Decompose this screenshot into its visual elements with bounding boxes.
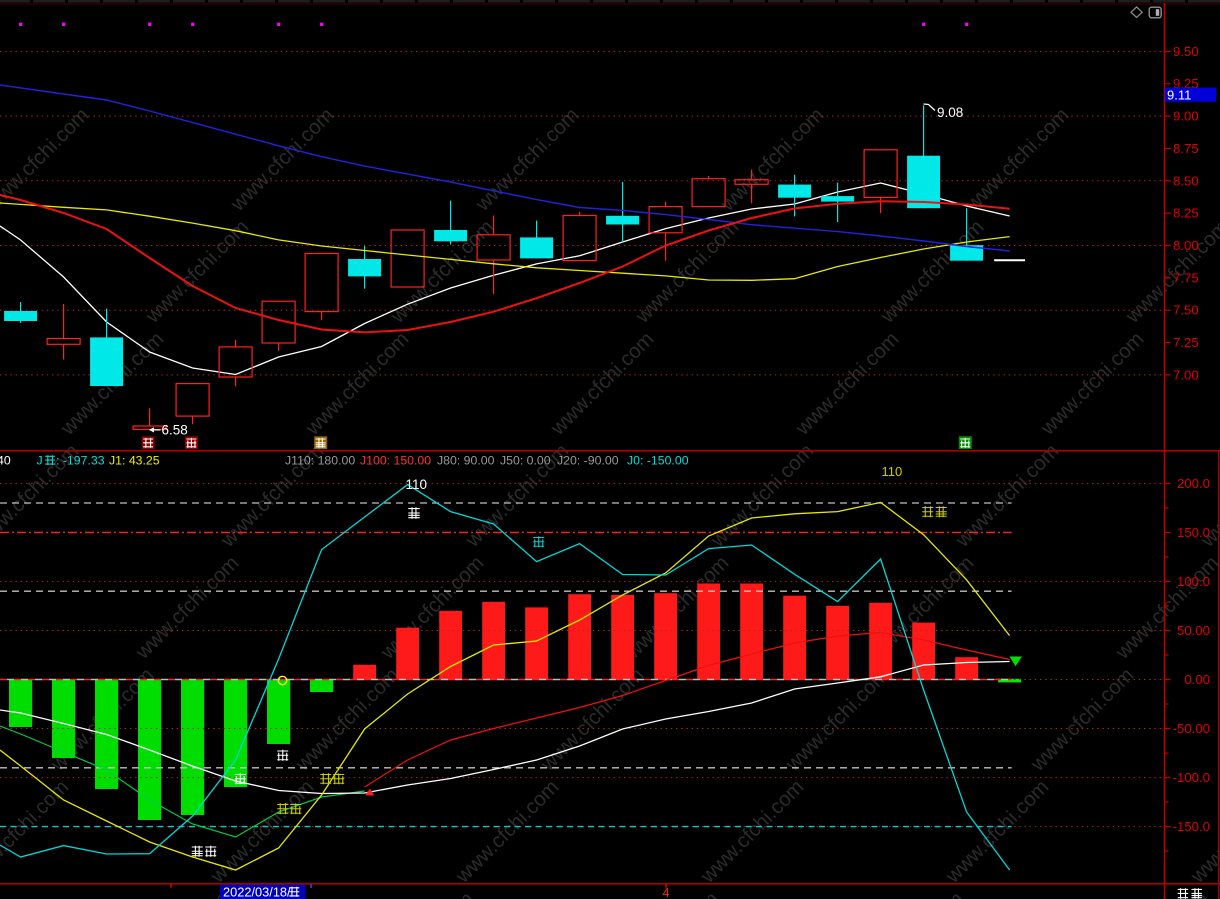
svg-text:40: 40 [0, 453, 11, 467]
svg-text:J80: 90.00: J80: 90.00 [437, 453, 495, 467]
svg-text:-150.0: -150.0 [1173, 819, 1210, 834]
svg-text:8.50: 8.50 [1173, 173, 1199, 188]
svg-text:: -197.33: : -197.33 [56, 453, 105, 467]
svg-text:110: 110 [406, 477, 428, 492]
svg-text:J50: 0.00: J50: 0.00 [500, 453, 551, 467]
svg-text:9.00: 9.00 [1173, 109, 1199, 124]
svg-text:J110: 180.00: J110: 180.00 [285, 453, 355, 467]
svg-text:-100.0: -100.0 [1173, 770, 1210, 785]
svg-text:2022/03/18/: 2022/03/18/ [223, 885, 291, 899]
svg-text:-50.00: -50.00 [1173, 721, 1210, 736]
svg-text:7.00: 7.00 [1173, 367, 1199, 382]
svg-text:8.25: 8.25 [1173, 206, 1199, 221]
svg-text:150.0: 150.0 [1177, 525, 1210, 540]
svg-text:8.00: 8.00 [1173, 238, 1199, 253]
svg-text:9.11: 9.11 [1167, 87, 1191, 102]
svg-text:J20: -90.00: J20: -90.00 [557, 453, 619, 467]
svg-text:7.75: 7.75 [1173, 270, 1199, 285]
svg-text:6.58: 6.58 [162, 423, 188, 438]
svg-text:50.00: 50.00 [1177, 623, 1210, 638]
svg-text:J: J [37, 453, 43, 467]
svg-text:9.50: 9.50 [1173, 44, 1199, 59]
svg-text:200.0: 200.0 [1177, 476, 1210, 491]
svg-text:7.25: 7.25 [1173, 335, 1199, 350]
svg-text:J0: -150.00: J0: -150.00 [627, 453, 689, 467]
svg-text:8.75: 8.75 [1173, 141, 1199, 156]
svg-text:110: 110 [882, 464, 903, 479]
svg-text:4: 4 [663, 886, 670, 899]
svg-text:9.25: 9.25 [1173, 76, 1199, 91]
svg-text:7.50: 7.50 [1173, 303, 1199, 318]
svg-text:J100: 150.00: J100: 150.00 [360, 453, 431, 467]
svg-text:J1: 43.25: J1: 43.25 [109, 453, 160, 467]
svg-text:0.00: 0.00 [1184, 672, 1210, 687]
svg-text:9.08: 9.08 [937, 105, 963, 120]
svg-text:100.0: 100.0 [1177, 574, 1210, 589]
